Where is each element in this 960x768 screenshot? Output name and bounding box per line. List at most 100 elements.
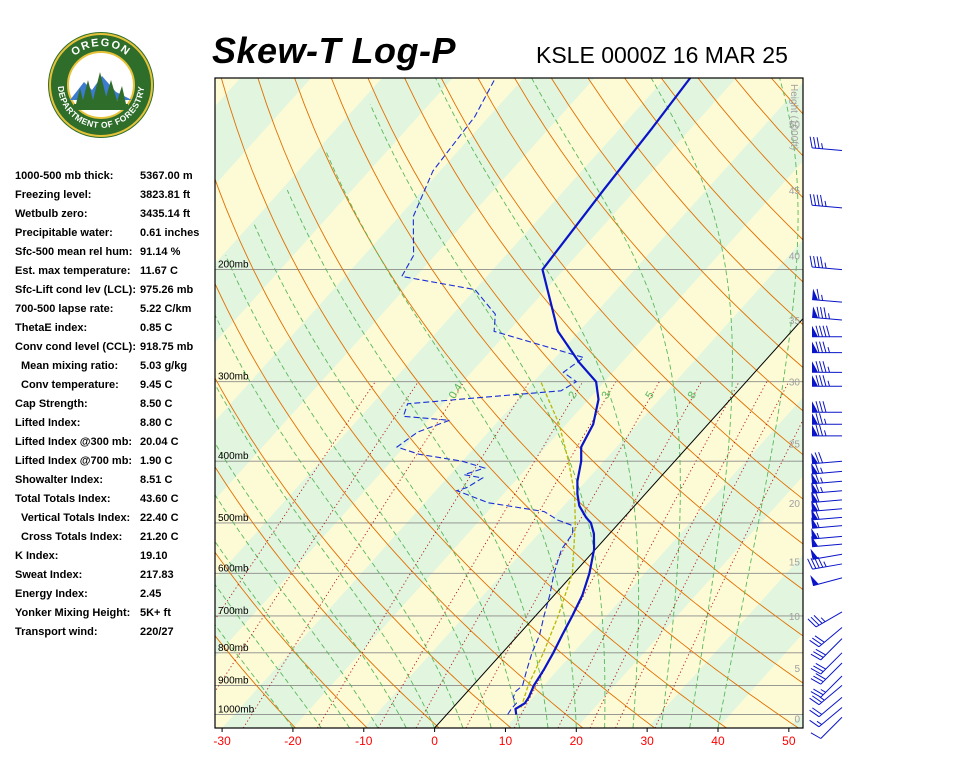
moist-adiabat [215, 383, 436, 728]
barb-pennant [810, 548, 819, 560]
mixing-ratio-line [215, 381, 376, 621]
barb-half-flag [820, 486, 824, 493]
plot-area: 0.4 1 2 3 5 8200mb300mb400mb500mb600mb700mb80… [215, 78, 960, 728]
barb-half-flag [824, 262, 827, 269]
barb-pennant [812, 361, 818, 373]
index-value: 2.45 [140, 588, 162, 600]
dewpoint-line [395, 78, 585, 715]
index-value: 11.67 C [140, 265, 178, 277]
isotherm-band [647, 554, 803, 728]
index-label: ThetaE index: [15, 322, 88, 334]
index-row: Sfc-500 mean rel hum: 91.14 % [15, 246, 215, 265]
index-value: 19.10 [140, 550, 168, 562]
height-tick-label: 10 [789, 612, 801, 623]
barb-flag [810, 557, 817, 569]
index-value: 8.50 C [140, 398, 173, 410]
dry-adiabat [215, 466, 440, 728]
barb-shaft [820, 675, 843, 698]
isobar-label: 700mb [218, 606, 249, 617]
isobar-label: 300mb [218, 372, 249, 383]
dry-adiabat [404, 78, 803, 545]
moist-adiabat [225, 255, 492, 728]
oregon-forestry-logo: OREGON DEPARTMENT OF FORESTRY [48, 32, 154, 138]
barb-pennant [811, 482, 819, 494]
index-label: Lifted Index @700 mb: [15, 455, 133, 467]
barb-shaft [820, 638, 843, 661]
moist-adiabat [215, 494, 379, 728]
mixing-ratio-line [557, 381, 740, 728]
mixing-ratio-label: 1 [513, 390, 526, 402]
dry-adiabat [808, 78, 960, 728]
barb-flag [816, 256, 820, 268]
barb-flag [809, 709, 820, 718]
index-label: 700-500 lapse rate: [15, 303, 114, 315]
index-value: 217.83 [140, 569, 174, 581]
x-tick-label: 30 [640, 734, 654, 748]
index-value: 9.45 C [140, 379, 173, 391]
barb-flag [815, 325, 820, 337]
wind-barb [812, 306, 843, 321]
index-label: Transport wind: [15, 626, 98, 638]
barb-flag [807, 618, 817, 628]
barb-flag [813, 665, 824, 673]
barb-shaft [818, 627, 843, 648]
index-row: Vertical Totals Index: 22.40 C [15, 512, 215, 531]
mixing-ratio-line [465, 381, 660, 728]
barb-flag [815, 361, 820, 373]
x-tick-label: -10 [355, 734, 373, 748]
index-row: Cap Strength: 8.50 C [15, 398, 215, 417]
wind-barb [811, 462, 843, 475]
wind-barb [809, 136, 843, 152]
isobar-label: 900mb [218, 675, 249, 686]
mixing-ratio-label: 2 [566, 390, 579, 402]
barb-half-flag [824, 200, 827, 207]
barb-flag [812, 637, 822, 645]
barb-flag [819, 325, 823, 337]
barb-shaft [815, 611, 843, 628]
index-value: 20.04 C [140, 436, 179, 448]
height-tick-label: 0 [794, 715, 800, 726]
barb-pennant [812, 424, 818, 436]
wind-barb [811, 341, 843, 354]
barb-flag [809, 639, 820, 648]
barb-flag [814, 452, 820, 464]
index-row: Mean mixing ratio: 5.03 g/kg [15, 360, 215, 379]
barb-half-flag [824, 418, 827, 425]
barb-flag [822, 375, 827, 387]
barb-flag [813, 675, 824, 683]
dry-adiabat [215, 377, 512, 728]
barb-shaft [812, 525, 843, 529]
wind-barb [807, 611, 843, 628]
barb-pennant [811, 463, 819, 474]
barb-flag [815, 413, 820, 425]
barb-shaft [812, 316, 843, 321]
barb-half-flag [820, 477, 824, 484]
barb-pennant [812, 413, 818, 425]
moist-adiabat [215, 583, 322, 728]
isotherm-band [788, 712, 803, 728]
barb-half-flag [827, 366, 830, 373]
barb-flag [813, 615, 823, 624]
wind-barb [810, 675, 843, 698]
index-label: Vertical Totals Index: [21, 512, 131, 524]
x-tick-label: -30 [213, 734, 231, 748]
stability-indices-panel: 1000-500 mb thick: 5367.00 m Freezing leve… [15, 170, 215, 645]
barb-flag [812, 707, 822, 715]
wind-barb [809, 707, 843, 728]
barb-flag [819, 361, 823, 373]
barb-flag [819, 424, 823, 437]
barb-shaft [818, 697, 843, 718]
barb-flag [810, 691, 822, 698]
wind-barb [811, 491, 843, 503]
mixing-ratio-label: 5 [643, 390, 656, 402]
barb-flag [822, 325, 827, 337]
index-value: 5.03 g/kg [140, 360, 188, 372]
height-tick-label: 40 [789, 251, 801, 262]
barb-shaft [820, 716, 843, 739]
wind-barb [809, 685, 843, 706]
wind-barb [811, 472, 843, 485]
index-label: Yonker Mixing Height: [15, 607, 131, 619]
barb-flag [815, 673, 826, 680]
wind-barb [810, 716, 843, 739]
barb-pennant [811, 472, 819, 484]
